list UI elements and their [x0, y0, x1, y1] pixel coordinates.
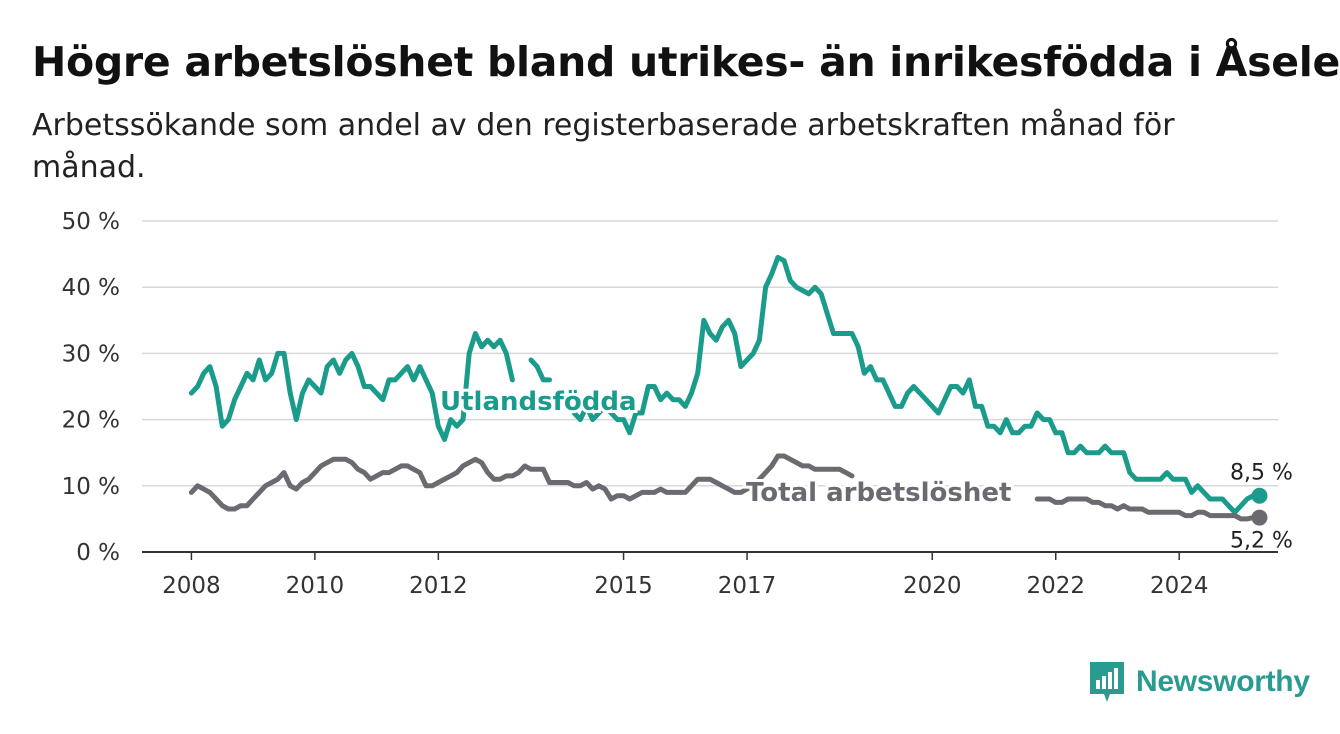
x-axis: 2008 2010 2012 2015 2017 2020 2022 2024 [162, 552, 1208, 599]
end-value-label: 5,2 % [1230, 529, 1293, 554]
series-labels: 8,5 % 5,2 % Utlandsfödda Total arbetslöshet [437, 384, 1293, 554]
x-tick-label: 2012 [409, 573, 468, 599]
newsworthy-logo-icon [1090, 662, 1124, 702]
y-tick-label: 50 % [62, 209, 120, 235]
brand[interactable]: Newsworthy [1088, 660, 1310, 704]
brand-name: Newsworthy [1136, 665, 1310, 698]
gridlines [142, 220, 1278, 553]
y-tick-label: 30 % [62, 341, 120, 367]
chart-subtitle: Arbetssökande som andel av den registerb… [32, 108, 1175, 185]
x-tick-label: 2010 [286, 573, 345, 599]
y-axis: 0 % 10 % 20 % 30 % 40 % 50 % [62, 209, 120, 566]
x-tick-label: 2022 [1026, 573, 1085, 599]
series-label-utlandsfodda: Utlandsfödda [440, 387, 637, 417]
series-end-marker [1251, 487, 1268, 504]
series-lines [188, 254, 1268, 526]
series-end-marker [1251, 509, 1268, 526]
x-tick-label: 2015 [594, 573, 653, 599]
y-tick-label: 10 % [62, 474, 120, 500]
end-value-label: 8,5 % [1230, 461, 1293, 486]
y-tick-label: 40 % [62, 275, 120, 301]
x-tick-label: 2024 [1150, 573, 1209, 599]
x-tick-label: 2017 [718, 573, 777, 599]
series-line-utlandsfodda [188, 254, 1262, 515]
chart-title: Högre arbetslöshet bland utrikes- än inr… [32, 38, 1340, 86]
series-label-total: Total arbetslöshet [746, 478, 1011, 508]
y-tick-label: 0 % [76, 540, 120, 566]
x-tick-label: 2020 [903, 573, 962, 599]
y-tick-label: 20 % [62, 408, 120, 434]
series-line-total [188, 453, 1262, 522]
x-tick-label: 2008 [162, 573, 221, 599]
